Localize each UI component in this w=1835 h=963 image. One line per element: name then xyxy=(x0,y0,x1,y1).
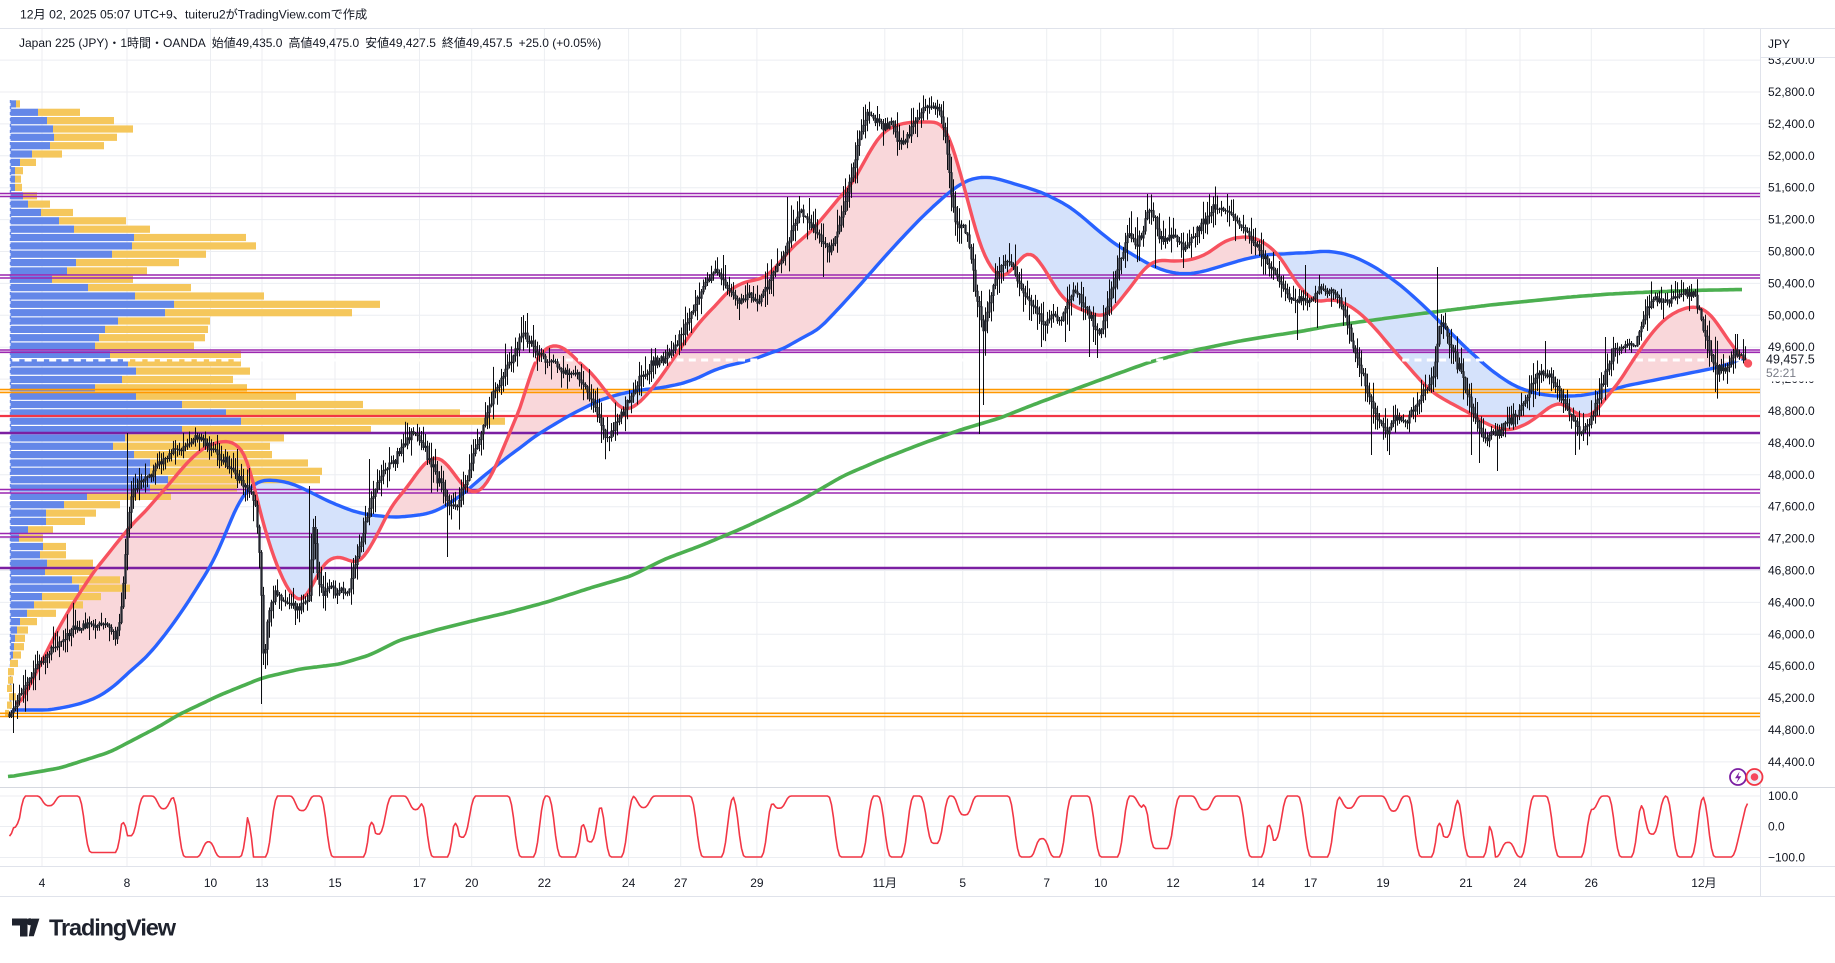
svg-text:21: 21 xyxy=(1459,876,1473,890)
svg-text:48,800.0: 48,800.0 xyxy=(1768,404,1815,418)
svg-text:47,600.0: 47,600.0 xyxy=(1768,500,1815,514)
svg-text:12月: 12月 xyxy=(1691,876,1716,890)
svg-text:10: 10 xyxy=(1094,876,1108,890)
svg-text:46,800.0: 46,800.0 xyxy=(1768,564,1815,578)
svg-text:27: 27 xyxy=(674,876,688,890)
svg-text:50,400.0: 50,400.0 xyxy=(1768,276,1815,290)
svg-text:5: 5 xyxy=(959,876,966,890)
svg-text:48,400.0: 48,400.0 xyxy=(1768,436,1815,450)
svg-text:47,200.0: 47,200.0 xyxy=(1768,532,1815,546)
svg-text:13: 13 xyxy=(255,876,269,890)
svg-text:15: 15 xyxy=(328,876,342,890)
svg-text:45,600.0: 45,600.0 xyxy=(1768,659,1815,673)
svg-text:11月: 11月 xyxy=(873,876,897,890)
svg-text:44,400.0: 44,400.0 xyxy=(1768,755,1815,769)
svg-text:12: 12 xyxy=(1166,876,1180,890)
svg-text:100.0: 100.0 xyxy=(1768,789,1798,803)
svg-text:14: 14 xyxy=(1251,876,1265,890)
svg-text:46,400.0: 46,400.0 xyxy=(1768,595,1815,609)
svg-text:48,000.0: 48,000.0 xyxy=(1768,468,1815,482)
svg-text:22: 22 xyxy=(538,876,552,890)
svg-text:8: 8 xyxy=(124,876,131,890)
svg-text:52,000.0: 52,000.0 xyxy=(1768,149,1815,163)
svg-text:Japan 225 (JPY)・1時間・OANDA 始値49: Japan 225 (JPY)・1時間・OANDA 始値49,435.0 高値4… xyxy=(19,35,601,50)
svg-text:24: 24 xyxy=(622,876,636,890)
svg-text:52,800.0: 52,800.0 xyxy=(1768,85,1815,99)
svg-text:JPY: JPY xyxy=(1768,37,1790,51)
svg-text:10: 10 xyxy=(204,876,218,890)
svg-text:52:21: 52:21 xyxy=(1766,366,1796,380)
svg-text:49,457.5: 49,457.5 xyxy=(1766,353,1815,367)
svg-text:29: 29 xyxy=(750,876,764,890)
svg-text:17: 17 xyxy=(413,876,427,890)
svg-text:20: 20 xyxy=(465,876,479,890)
svg-text:45,200.0: 45,200.0 xyxy=(1768,691,1815,705)
svg-text:4: 4 xyxy=(39,876,46,890)
svg-text:50,800.0: 50,800.0 xyxy=(1768,245,1815,259)
svg-text:50,000.0: 50,000.0 xyxy=(1768,308,1815,322)
svg-text:46,000.0: 46,000.0 xyxy=(1768,627,1815,641)
svg-text:51,200.0: 51,200.0 xyxy=(1768,213,1815,227)
svg-text:17: 17 xyxy=(1304,876,1318,890)
svg-text:52,400.0: 52,400.0 xyxy=(1768,117,1815,131)
svg-text:26: 26 xyxy=(1585,876,1599,890)
svg-text:12月 02, 2025 05:07 UTC+9、tuite: 12月 02, 2025 05:07 UTC+9、tuiteru2がTradin… xyxy=(20,7,367,22)
svg-text:7: 7 xyxy=(1043,876,1050,890)
svg-text:TradingView: TradingView xyxy=(49,915,177,941)
svg-text:49,600.0: 49,600.0 xyxy=(1768,340,1815,354)
svg-text:−100.0: −100.0 xyxy=(1768,851,1805,865)
svg-text:44,800.0: 44,800.0 xyxy=(1768,723,1815,737)
svg-text:51,600.0: 51,600.0 xyxy=(1768,181,1815,195)
svg-text:24: 24 xyxy=(1513,876,1527,890)
svg-text:19: 19 xyxy=(1376,876,1390,890)
svg-text:0.0: 0.0 xyxy=(1768,820,1785,834)
